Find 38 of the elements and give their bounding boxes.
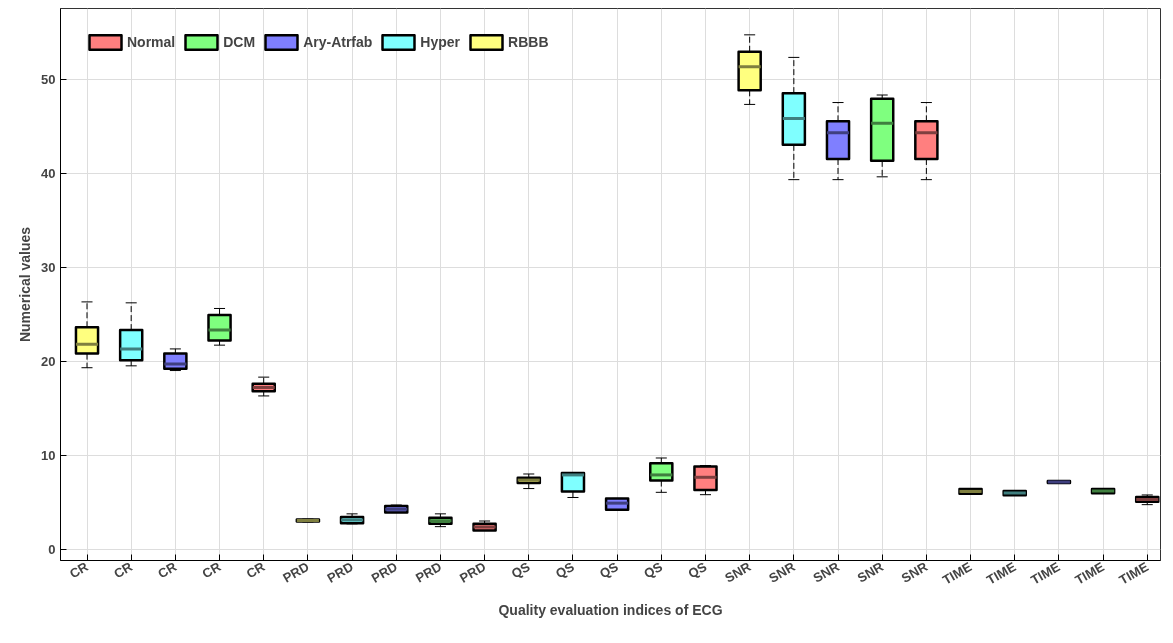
x-tick-label: TIME [1116,558,1152,588]
x-tick-label: CR [111,558,136,582]
x-tick-label: TIME [1028,558,1063,588]
y-tick-label: 10 [41,447,56,463]
legend-label: RBBB [508,34,549,50]
x-tick-label: PRD [280,559,312,586]
x-tick-label: QS [552,558,577,582]
x-tick-label: SNR [766,558,799,586]
x-tick-label: SNR [898,558,931,586]
x-tick-label: PRD [412,559,445,586]
x-axis-title: Quality evaluation indices of ECG [498,602,723,619]
x-tick-label: TIME [1072,558,1108,588]
x-tick-label: QS [597,558,622,582]
x-tick-label: CR [243,558,268,582]
y-axis-title: Numerical values [17,226,34,343]
x-tick-label: SNR [722,558,754,586]
y-tick-label: 0 [48,541,56,557]
x-tick-label: TIME [939,558,975,588]
y-tick-label: 50 [41,71,56,87]
y-tick-label: 20 [41,353,56,369]
x-tick-label: CR [155,558,180,582]
x-tick-label: CR [199,558,224,582]
y-tick-label: 30 [41,259,56,275]
x-tick-label: SNR [854,558,887,586]
legend-label: Normal [127,34,176,50]
y-tick-label: 40 [41,165,56,181]
x-tick-label: SNR [810,558,843,586]
legend-label: DCM [223,34,256,50]
x-tick-label: CR [67,558,92,582]
legend-label: Hyper [420,34,461,50]
x-tick-label: TIME [984,558,1019,588]
x-tick-label: PRD [324,559,356,586]
x-tick-label: PRD [368,559,400,586]
x-tick-label: QS [641,558,666,582]
legend-label: Ary-Atrfab [303,34,373,50]
x-tick-label: PRD [457,559,489,586]
x-tick-label: QS [685,558,710,582]
x-tick-label: QS [508,558,533,582]
